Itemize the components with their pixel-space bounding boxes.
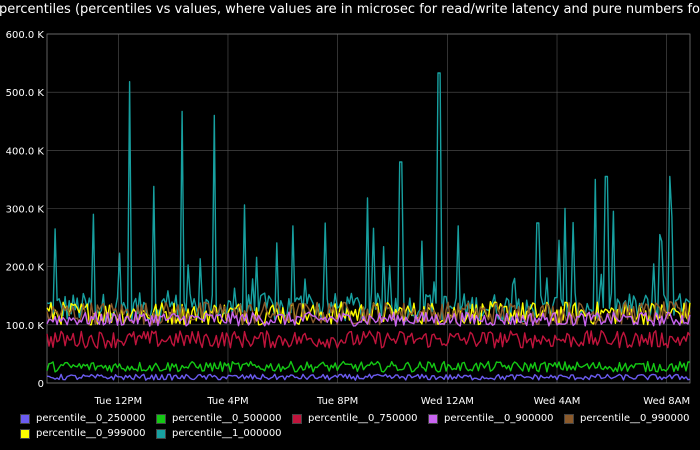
legend-label: percentile__0_750000 xyxy=(308,413,418,424)
series-line-percentile__0_990000 xyxy=(46,301,691,326)
legend: percentile__0_250000 percentile__0_50000… xyxy=(0,409,700,450)
legend-label: percentile__0_500000 xyxy=(172,413,282,424)
legend-swatch xyxy=(428,414,438,424)
legend-label: percentile__0_900000 xyxy=(444,413,554,424)
y-tick-label: 500.0 K xyxy=(6,88,45,99)
legend-swatch xyxy=(156,429,166,439)
legend-swatch xyxy=(292,414,302,424)
x-tick-label: Tue 12PM xyxy=(93,396,142,407)
y-tick-label: 200.0 K xyxy=(6,263,45,274)
legend-label: percentile__0_250000 xyxy=(36,413,146,424)
series-line-percentile__0_500000 xyxy=(46,360,691,373)
y-tick-label: 100.0 K xyxy=(6,321,45,332)
legend-swatch xyxy=(564,414,574,424)
y-tick-label: 600.0 K xyxy=(6,30,45,41)
x-tick-label: Wed 4AM xyxy=(534,396,581,407)
line-chart: 0 100.0 K 200.0 K 300.0 K 400.0 K 500.0 K 600.… xyxy=(6,30,691,407)
chart-title: ment percentiles (percentiles vs values,… xyxy=(0,0,700,20)
y-tick-label: 300.0 K xyxy=(6,205,45,216)
legend-swatch xyxy=(20,414,30,424)
legend-swatch xyxy=(156,414,166,424)
y-axis-ticks: 0 100.0 K 200.0 K 300.0 K 400.0 K 500.0 K 600.… xyxy=(6,30,45,390)
series-lines xyxy=(46,72,691,381)
y-tick-label: 0 xyxy=(38,379,44,390)
x-tick-label: Tue 4PM xyxy=(206,396,248,407)
chart-title-text: ment percentiles (percentiles vs values,… xyxy=(0,2,700,17)
series-line-percentile__0_750000 xyxy=(46,330,691,349)
series-line-percentile__0_900000 xyxy=(46,311,691,327)
series-line-percentile__0_250000 xyxy=(46,373,691,381)
x-tick-label: Wed 8AM xyxy=(643,396,690,407)
grid-lines xyxy=(46,33,691,384)
legend-label: percentile__0_999000 xyxy=(36,428,146,439)
x-axis-ticks: Tue 12PM Tue 4PM Tue 8PM Wed 12AM Wed 4AM Wed… xyxy=(93,396,690,407)
x-tick-label: Wed 12AM xyxy=(421,396,474,407)
legend-label: percentile__1_000000 xyxy=(172,428,282,439)
legend-label: percentile__0_990000 xyxy=(580,413,690,424)
plot-border xyxy=(46,33,691,384)
legend-swatch xyxy=(20,429,30,439)
x-tick-label: Tue 8PM xyxy=(316,396,358,407)
y-tick-label: 400.0 K xyxy=(6,146,45,157)
